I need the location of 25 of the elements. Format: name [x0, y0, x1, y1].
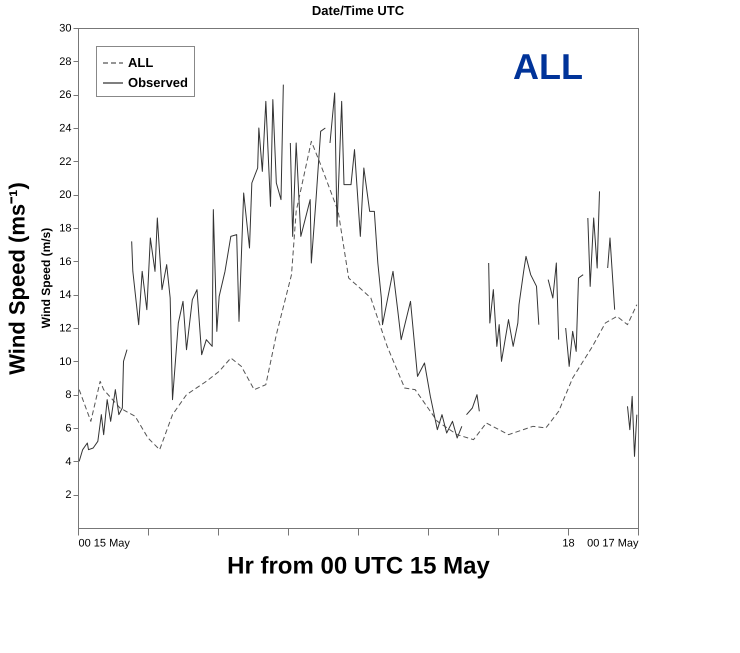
y-tick-label: 4: [65, 456, 72, 468]
x-axis-title: Hr from 00 UTC 15 May: [227, 552, 491, 580]
text: Wind Speed (m/s): [39, 228, 53, 328]
y-tick-label: 18: [59, 222, 72, 234]
legend-label: Observed: [128, 75, 188, 90]
x-tick-label: 18: [562, 538, 575, 550]
y-tick-label: 10: [59, 356, 72, 368]
annotation: ALL: [513, 46, 583, 87]
y-tick-label: 22: [59, 156, 72, 168]
y-tick-label: 14: [59, 289, 72, 302]
y-tick-label: 30: [59, 22, 72, 34]
y-tick-label: 2: [65, 489, 72, 502]
y-tick-label: 28: [59, 56, 72, 68]
y-tick-label: 6: [65, 422, 72, 434]
legend-label: ALL: [128, 55, 154, 70]
y-tick-label: 24: [59, 122, 72, 134]
y-tick-label: 20: [59, 189, 72, 202]
y-tick-label: 16: [59, 256, 72, 268]
x-tick-label: 00 15 May: [78, 538, 130, 550]
y-axis-title: Wind Speed (ms⁻¹): [4, 182, 30, 375]
x-tick-label: 00 17 May: [587, 538, 639, 550]
y-tick-label: 12: [59, 322, 72, 334]
y-tick-label: 8: [65, 389, 72, 402]
y-tick-label: 26: [59, 89, 72, 102]
chart-title: Date/Time UTC: [312, 3, 405, 18]
